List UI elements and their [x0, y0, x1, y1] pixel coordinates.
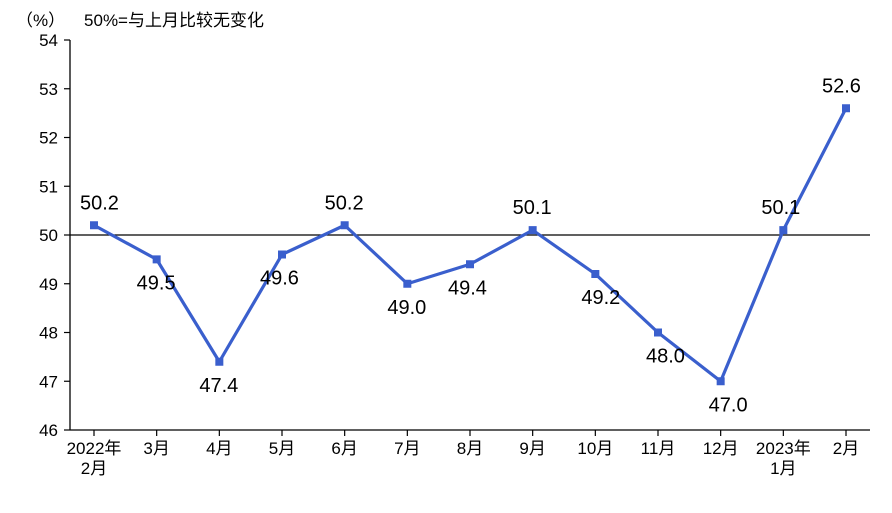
- x-tick-label: 6月: [331, 439, 357, 458]
- data-label: 49.2: [581, 287, 620, 309]
- x-tick-label: 4月: [206, 439, 232, 458]
- y-tick-label: 46: [39, 421, 58, 440]
- data-label: 50.2: [80, 192, 119, 214]
- data-label: 49.5: [137, 272, 176, 294]
- data-label: 49.6: [260, 268, 299, 290]
- data-label: 49.0: [387, 297, 426, 319]
- data-label: 49.4: [448, 277, 487, 299]
- x-tick-label: 2023年: [756, 439, 811, 458]
- series-marker: [341, 222, 348, 229]
- series-marker: [216, 358, 223, 365]
- series-marker: [843, 105, 850, 112]
- data-label: 50.1: [761, 197, 800, 219]
- x-tick-label: 9月: [519, 439, 545, 458]
- x-tick-label: 7月: [394, 439, 420, 458]
- chart-note: 50%=与上月比较无变化: [84, 11, 264, 30]
- x-tick-label: 12月: [703, 439, 739, 458]
- y-tick-label: 52: [39, 129, 58, 148]
- x-tick-label: 3月: [143, 439, 169, 458]
- data-label: 52.6: [822, 75, 861, 97]
- y-tick-label: 48: [39, 324, 58, 343]
- data-label: 50.2: [325, 192, 364, 214]
- x-tick-label: 1月: [770, 459, 796, 478]
- series-marker: [91, 222, 98, 229]
- x-tick-label: 2月: [833, 439, 859, 458]
- chart-svg: 4647484950515253542022年2月3月4月5月6月7月8月9月1…: [0, 0, 892, 513]
- y-tick-label: 51: [39, 177, 58, 196]
- x-tick-label: 11月: [641, 439, 676, 458]
- x-tick-label: 10月: [577, 439, 613, 458]
- series-marker: [655, 329, 662, 336]
- y-unit-label: （%）: [16, 11, 65, 30]
- data-label: 47.4: [199, 375, 238, 397]
- x-tick-label: 8月: [457, 439, 483, 458]
- y-tick-label: 53: [39, 80, 58, 99]
- series-marker: [279, 251, 286, 258]
- series-marker: [592, 271, 599, 278]
- data-label: 50.1: [513, 197, 552, 219]
- series-marker: [404, 280, 411, 287]
- y-tick-label: 54: [39, 31, 58, 50]
- x-tick-label: 2月: [81, 459, 107, 478]
- x-tick-label: 2022年: [67, 439, 122, 458]
- series-marker: [717, 378, 724, 385]
- pmi-line-chart: （%） 50%=与上月比较无变化 46 47 48 49 50 51 52 53 54 2022年…: [0, 0, 892, 513]
- series-marker: [529, 227, 536, 234]
- y-tick-label: 47: [39, 372, 58, 391]
- series-marker: [153, 256, 160, 263]
- series-marker: [467, 261, 474, 268]
- data-label: 48.0: [646, 346, 685, 368]
- data-label: 47.0: [709, 394, 748, 416]
- y-tick-label: 49: [39, 275, 58, 294]
- y-tick-label: 50: [39, 226, 58, 245]
- series-marker: [780, 227, 787, 234]
- x-tick-label: 5月: [269, 439, 295, 458]
